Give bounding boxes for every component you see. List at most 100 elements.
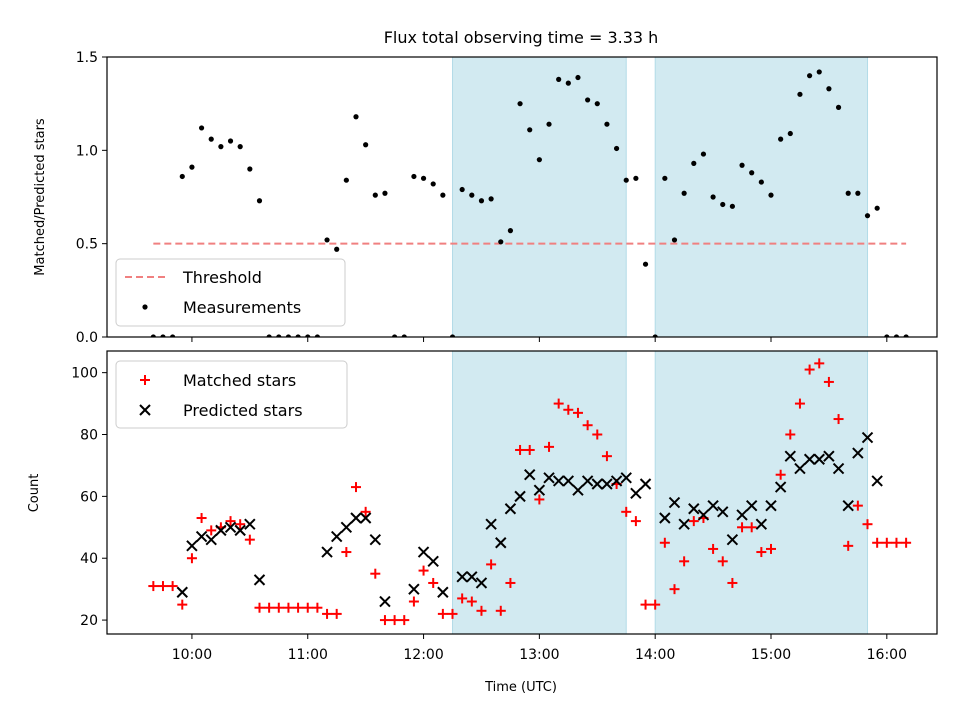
- top-legend-box: [115, 258, 346, 327]
- predicted-point-18-b: [427, 555, 439, 568]
- predicted-point-10: [330, 530, 343, 543]
- predicted-point-10-b: [330, 530, 343, 543]
- predicted-point-54: [794, 462, 806, 475]
- matched-point-14: [283, 602, 294, 613]
- measurement-point-71: [835, 104, 842, 110]
- predicted-point-28: [533, 484, 546, 496]
- predicted-point-19-b: [437, 586, 449, 598]
- measurement-point-29: [430, 181, 436, 187]
- bottom-ytick-label-4: 100: [71, 366, 98, 382]
- predicted-point-30: [552, 475, 565, 487]
- predicted-point-24: [495, 537, 507, 549]
- predicted-point-4-b: [215, 524, 227, 537]
- measurement-point-12: [266, 334, 272, 337]
- measurement-point-19: [334, 246, 340, 252]
- measurement-point-73: [855, 190, 861, 196]
- measurement-point-68: [807, 73, 813, 79]
- measurement-point-33: [469, 192, 475, 198]
- predicted-point-20-b: [456, 571, 468, 583]
- measurement-point-39: [527, 127, 533, 133]
- top-ytick-label-2: 1.0: [76, 143, 98, 159]
- measurement-point-51: [642, 261, 649, 267]
- legend-matched-label: Matched stars: [183, 371, 296, 390]
- predicted-point-27: [524, 469, 536, 481]
- predicted-point-22-b: [475, 577, 488, 589]
- legend-predicted-swatch-b: [139, 404, 151, 416]
- measurement-point-50: [633, 175, 639, 181]
- top-ytick-label-0: 0.0: [76, 330, 98, 346]
- measurement-point-18: [324, 237, 330, 243]
- predicted-point-33: [581, 475, 594, 487]
- matched-point-11: [254, 602, 265, 613]
- legend-measurements-swatch: [142, 304, 148, 310]
- measurement-point-72: [845, 190, 851, 196]
- matched-point-72: [843, 540, 854, 551]
- predicted-point-59: [842, 499, 854, 512]
- predicted-point-57: [823, 450, 835, 462]
- matched-point-19: [331, 608, 342, 619]
- legend-predicted-label: Predicted stars: [183, 401, 303, 420]
- predicted-point-23: [485, 518, 497, 530]
- measurement-point-77: [893, 334, 900, 337]
- predicted-point-38-b: [630, 487, 642, 499]
- bottom-ytick-label-0: 20: [80, 613, 98, 629]
- predicted-point-44: [697, 509, 710, 521]
- predicted-point-48: [736, 509, 748, 521]
- predicted-point-44-b: [697, 509, 710, 521]
- predicted-point-39: [639, 478, 652, 490]
- matched-point-76: [881, 537, 892, 548]
- predicted-point-23-b: [485, 518, 497, 530]
- matched-point-55: [679, 556, 690, 567]
- matched-point-8: [225, 516, 236, 527]
- predicted-point-59-b: [842, 499, 854, 512]
- measurement-point-65: [778, 136, 784, 142]
- matched-point-62: [746, 522, 757, 533]
- matched-point-1: [157, 581, 168, 592]
- top-legend: Threshold Measurements: [115, 258, 346, 327]
- predicted-point-12: [350, 512, 362, 524]
- matched-point-58: [708, 543, 719, 554]
- predicted-point-2-b: [195, 530, 208, 543]
- predicted-point-52-b: [774, 481, 787, 493]
- measurement-point-15: [295, 334, 301, 337]
- measurement-point-74: [864, 213, 871, 219]
- measurement-point-24: [382, 190, 388, 196]
- predicted-point-0-b: [176, 586, 188, 598]
- measurement-point-36: [498, 239, 504, 245]
- top-shaded-interval-0: [452, 56, 627, 338]
- measurement-point-60: [729, 203, 735, 209]
- predicted-point-7: [244, 518, 256, 530]
- predicted-point-31: [562, 475, 575, 487]
- predicted-point-11-b: [340, 521, 353, 534]
- top-x-ticks: [191, 337, 888, 342]
- matched-point-40: [534, 494, 545, 505]
- legend-predicted-swatch: [139, 404, 151, 416]
- matched-point-30: [437, 608, 448, 619]
- matched-point-74: [862, 519, 873, 530]
- measurement-point-52: [652, 334, 658, 337]
- measurement-point-76: [884, 334, 890, 337]
- measurement-point-54: [671, 237, 678, 243]
- predicted-point-24-b: [495, 537, 507, 549]
- predicted-point-29-b: [543, 472, 555, 484]
- predicted-point-11: [340, 521, 353, 534]
- matched-point-26: [399, 615, 410, 626]
- measurement-point-70: [826, 86, 832, 92]
- predicted-point-49-b: [745, 499, 758, 512]
- measurement-point-17: [314, 334, 320, 337]
- predicted-point-46: [717, 506, 729, 518]
- measurement-point-63: [758, 179, 764, 185]
- matched-point-77: [891, 537, 902, 548]
- matched-point-4: [186, 553, 197, 564]
- predicted-point-15: [379, 595, 391, 608]
- matched-point-16: [302, 602, 313, 613]
- predicted-point-9: [321, 546, 333, 558]
- matched-point-22: [360, 506, 371, 517]
- matched-point-64: [766, 543, 776, 554]
- matched-point-12: [264, 602, 275, 613]
- matched-point-42: [553, 398, 564, 409]
- legend-threshold-label: Threshold: [182, 268, 262, 287]
- measurement-point-59: [720, 201, 726, 208]
- predicted-point-9-b: [321, 546, 333, 558]
- bottom-ytick-label-3: 80: [80, 428, 98, 444]
